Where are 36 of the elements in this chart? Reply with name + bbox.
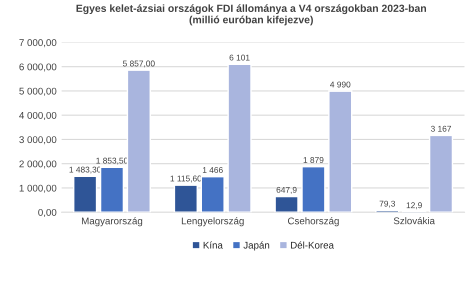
- bar: [274, 196, 299, 212]
- data-label: 647,9: [276, 186, 297, 194]
- y-tick-label: 0,00: [38, 208, 56, 218]
- legend-label: Dél-Korea: [290, 241, 334, 249]
- y-tick-label: 7 000,00: [19, 39, 56, 48]
- data-label: 5 857,00: [122, 60, 155, 68]
- x-tick-label: Csehország: [288, 217, 339, 226]
- data-label: 1 466: [202, 167, 223, 173]
- data-label: 79,3: [380, 200, 396, 208]
- y-tick-label: 4 000,00: [19, 112, 56, 120]
- bar: [200, 176, 225, 212]
- bar: [328, 90, 352, 212]
- legend-label: Japán: [243, 241, 270, 251]
- chart-title: Egyes kelet-ázsiai országok FDI állománya a V4 országokban 2023-ban (millió euróban kifejezve): [76, 4, 426, 26]
- data-label: 1 115,60: [170, 176, 202, 182]
- y-tick-label: 5 000,00: [19, 88, 56, 96]
- y-tick-label: 2 000,00: [19, 160, 56, 169]
- data-label: 6 101: [230, 54, 250, 61]
- legend-label: Kína: [204, 241, 223, 249]
- bar: [227, 64, 252, 212]
- bar: [174, 184, 198, 212]
- y-tick-label: 1 000,00: [20, 184, 56, 193]
- y-tick-label: 3 000,00: [19, 136, 56, 144]
- bar: [301, 166, 326, 212]
- x-tick-label: Magyarország: [82, 217, 142, 226]
- x-tick-label: Lengyelország: [182, 217, 244, 226]
- bar: [126, 69, 151, 212]
- x-tick-label: Szlovákia: [394, 216, 435, 224]
- data-label: 1 879: [304, 157, 324, 163]
- bar: [428, 134, 454, 212]
- data-label: 12,9: [406, 202, 422, 210]
- bar: [73, 176, 98, 212]
- y-tick-label: 6 000,00: [19, 63, 56, 72]
- bar: [100, 166, 124, 212]
- data-label: 4 990: [330, 82, 350, 88]
- data-label: 3 167: [430, 126, 452, 132]
